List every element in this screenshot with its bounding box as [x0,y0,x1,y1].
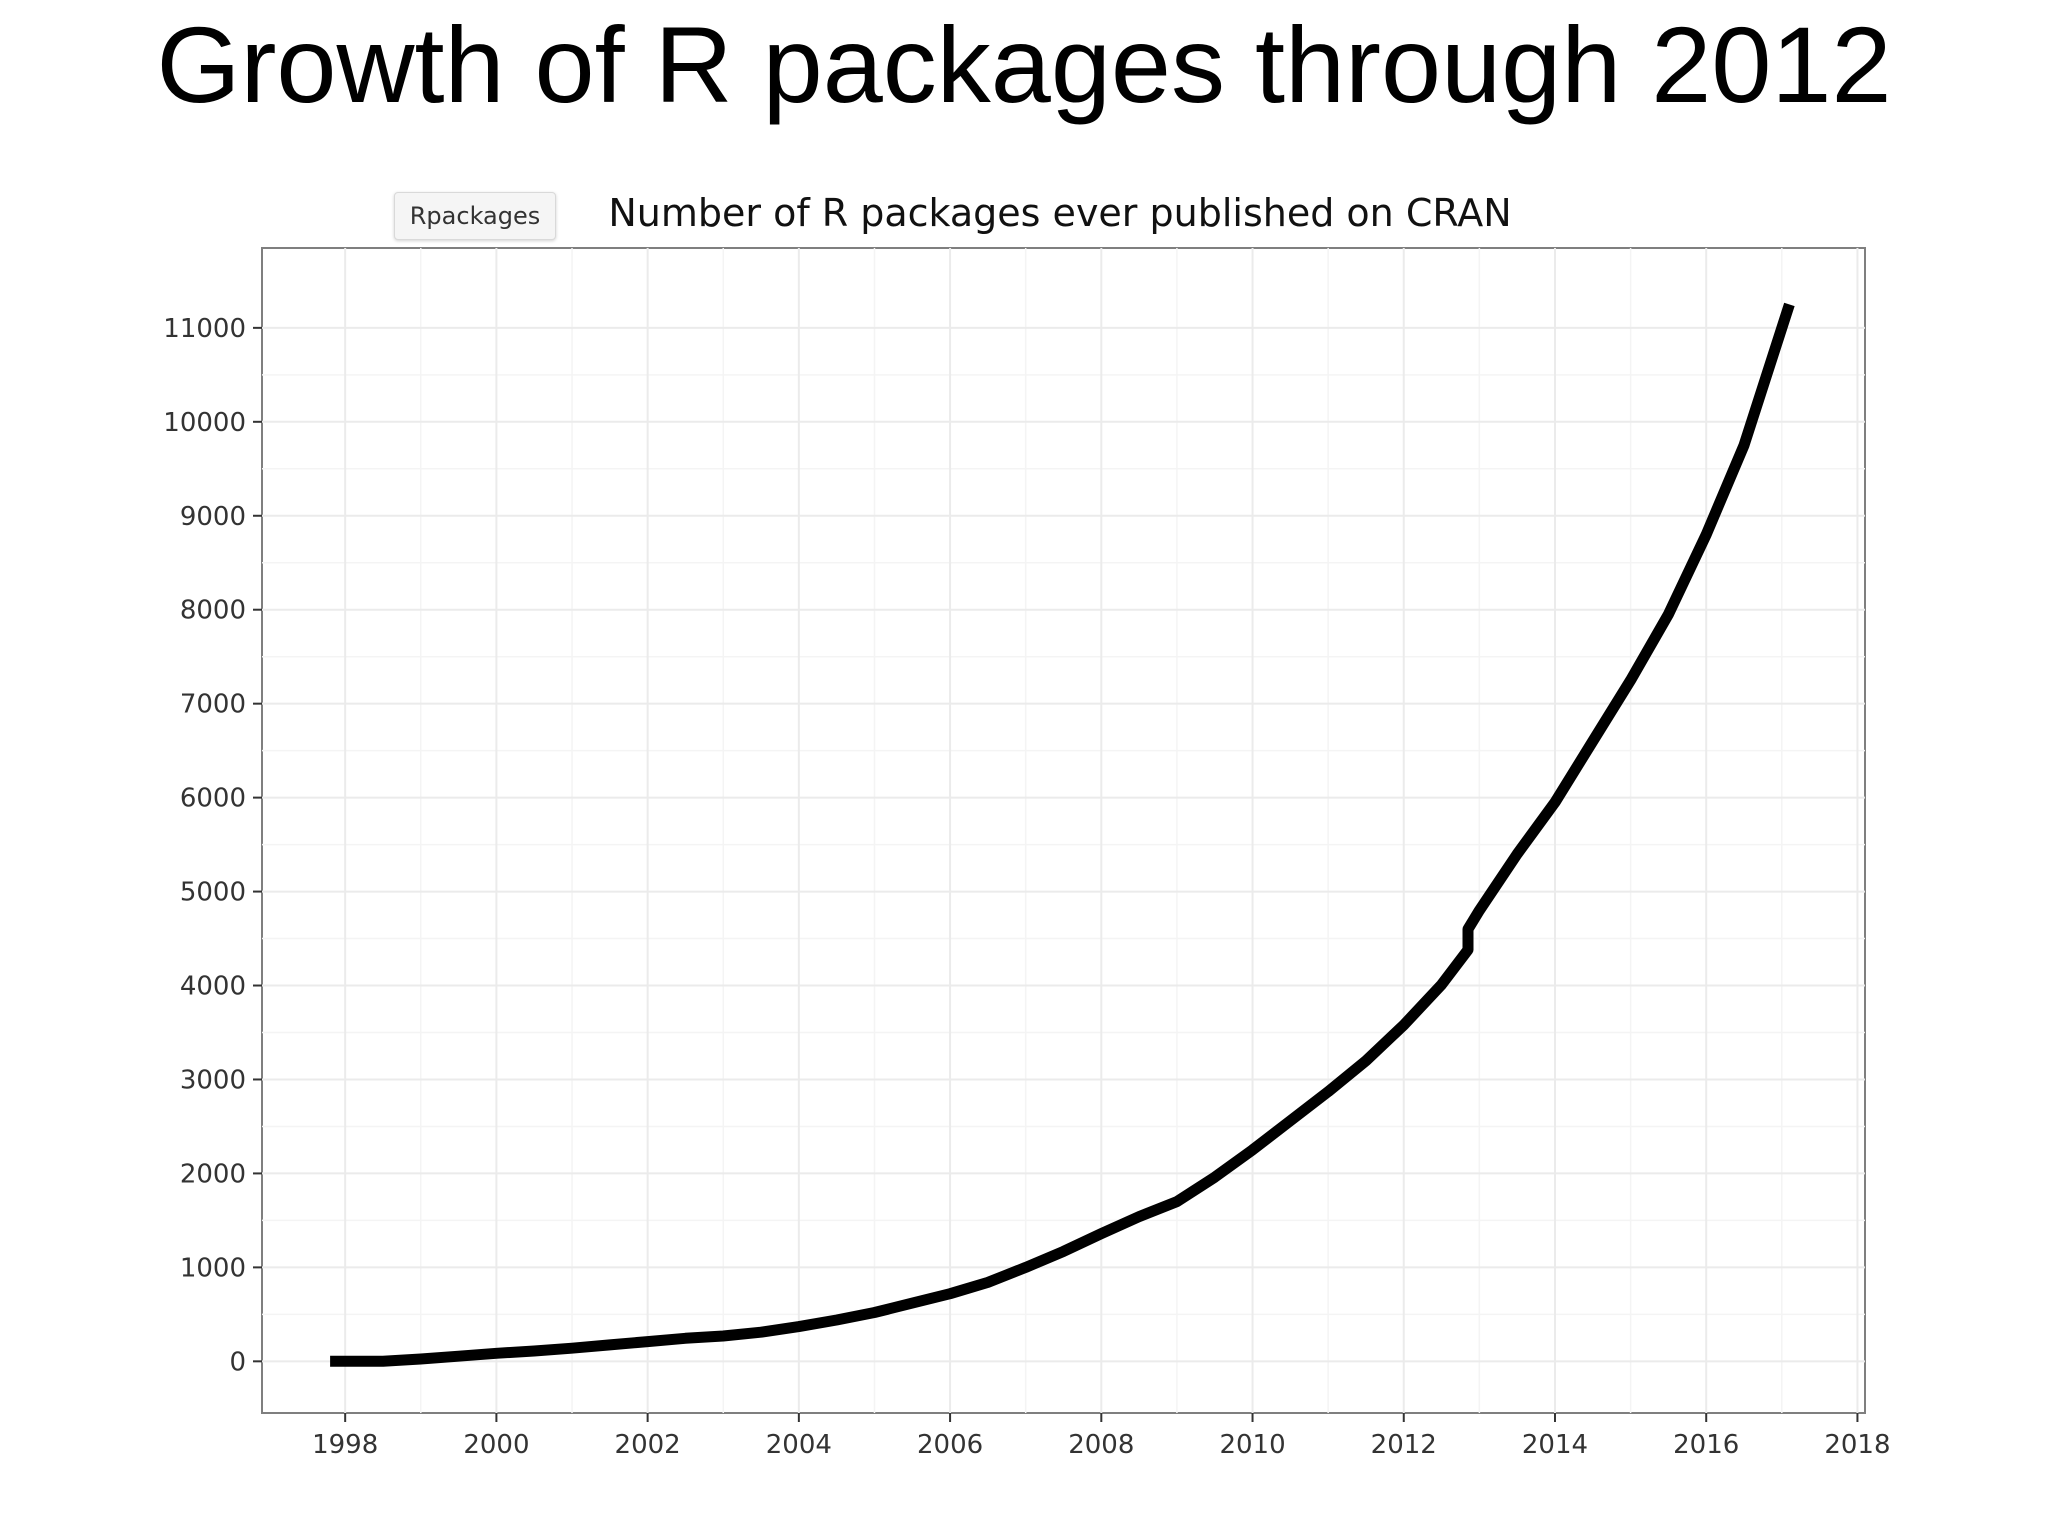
y-axis: 0 1000 2000 3000 4000 5000 6000 7000 8000 9000 100… [163,314,262,1377]
y-tick-label: 9000 [180,502,246,532]
x-tick-label: 2004 [766,1430,832,1460]
grid-major [262,248,1865,1413]
series-line-cran-packages [330,302,1795,1367]
rpackages-tag-button[interactable]: Rpackages [394,192,556,240]
x-tick-label: 2008 [1068,1430,1134,1460]
y-tick-label: 2000 [180,1159,246,1189]
y-tick-label: 5000 [180,878,246,908]
x-tick-label: 2016 [1673,1430,1739,1460]
chart-title: Number of R packages ever published on C… [608,191,1511,235]
x-tick-label: 2012 [1371,1430,1437,1460]
grid-minor [262,248,1865,1413]
x-tick-label: 2006 [917,1430,983,1460]
y-tick-label: 7000 [180,690,246,720]
y-tick-label: 4000 [180,972,246,1002]
x-tick-label: 2002 [615,1430,681,1460]
x-tick-label: 1998 [312,1430,378,1460]
y-tick-label: 3000 [180,1065,246,1095]
x-tick-label: 2010 [1219,1430,1285,1460]
y-tick-label: 10000 [163,408,246,438]
y-tick-label: 6000 [180,784,246,814]
x-tick-label: 2014 [1522,1430,1588,1460]
y-tick-label: 8000 [180,596,246,626]
plot-panel [261,247,1866,1414]
y-tick-label: 1000 [180,1253,246,1283]
x-tick-label: 2018 [1824,1430,1890,1460]
slide-title: Growth of R packages through 2012 [156,4,1892,125]
x-axis: 1998 2000 2002 2004 2006 2008 2010 2012 2014 2016… [312,1413,1891,1460]
x-tick-label: 2000 [463,1430,529,1460]
y-tick-label: 11000 [163,314,246,344]
y-tick-label: 0 [229,1347,246,1377]
